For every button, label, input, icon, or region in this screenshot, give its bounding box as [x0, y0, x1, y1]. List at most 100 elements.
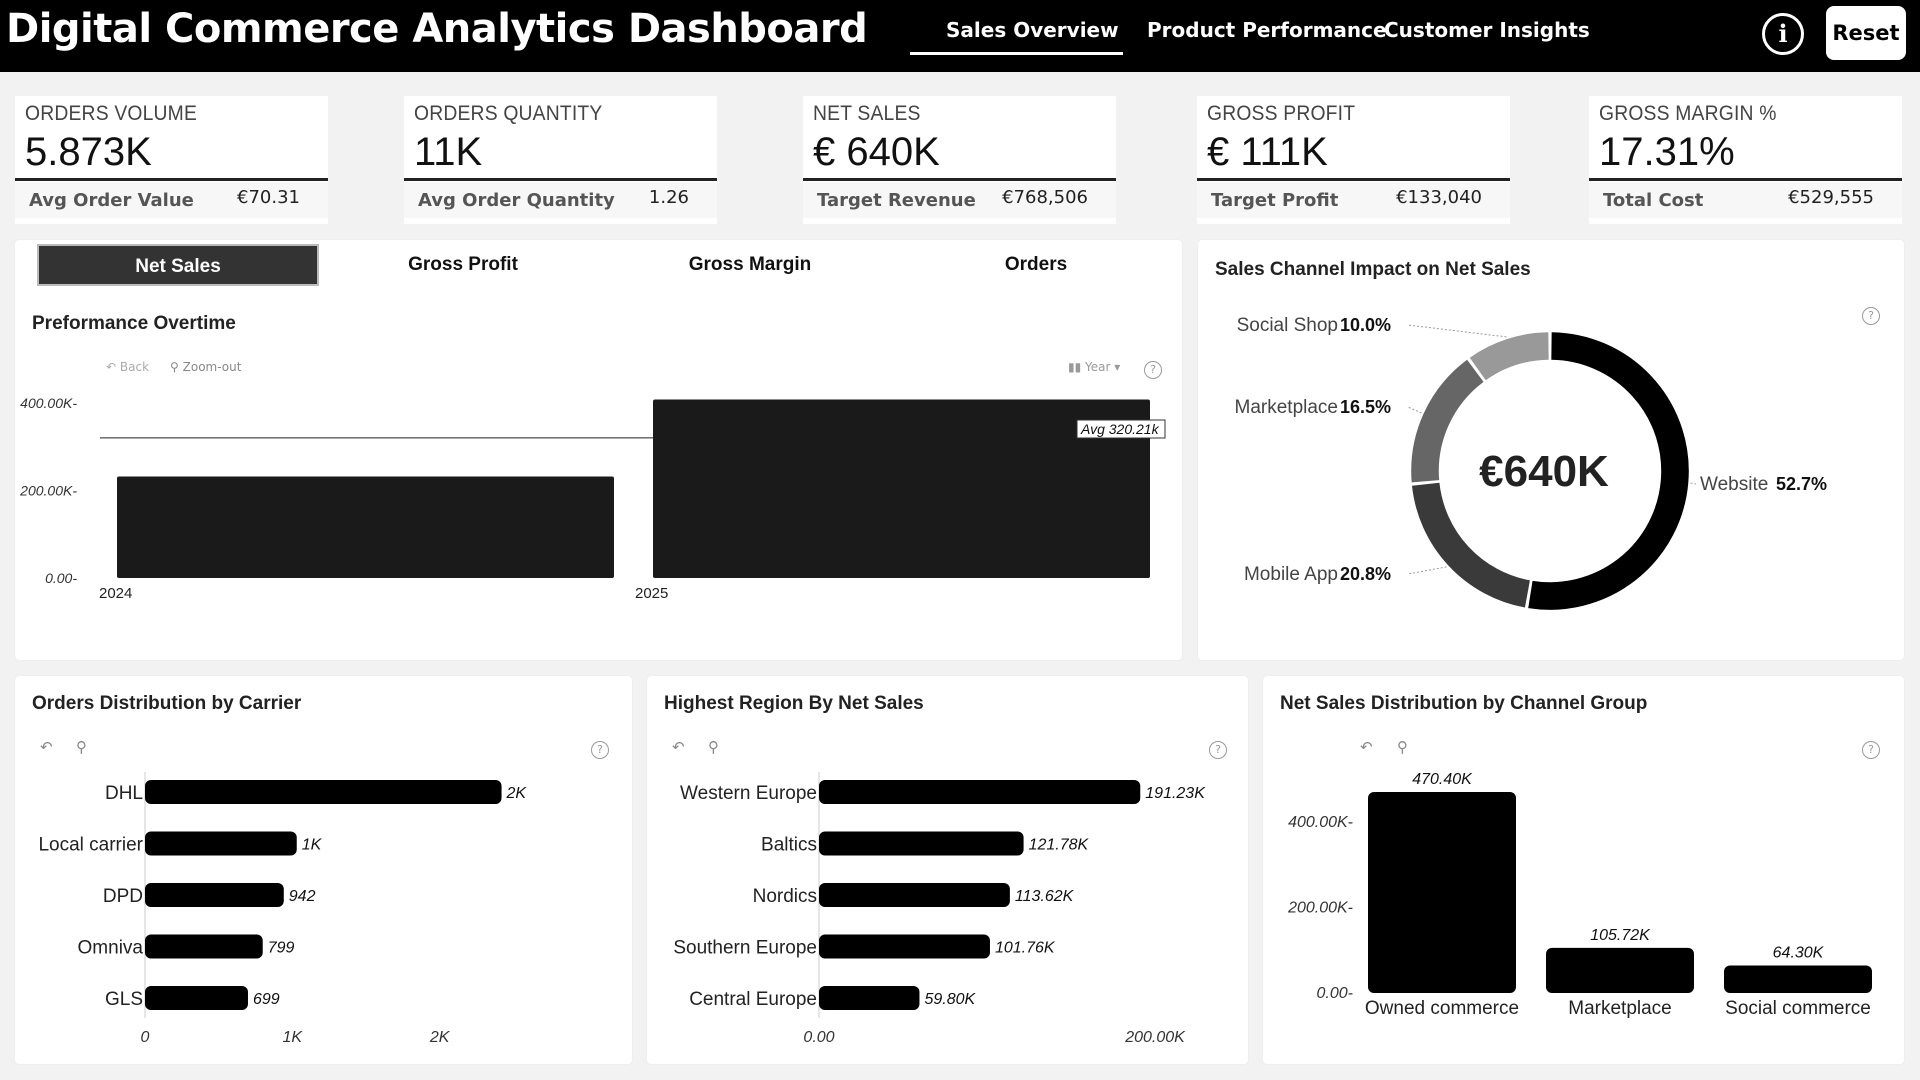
region-chart: Western Europe 191.23K Baltics 121.78K Nordi… — [673, 772, 1206, 1046]
help-icon[interactable]: ? — [591, 741, 609, 759]
leader-line — [1690, 482, 1697, 485]
channel-impact-donut: Website 52.7% Mobile App 20.8% Marketplace 16… — [1235, 315, 1827, 610]
region-chart-title: Highest Region By Net Sales — [664, 693, 924, 714]
kpi-sub-value: €768,506 — [1002, 187, 1088, 208]
category-label: Southern Europe — [673, 938, 817, 959]
kpi-sub-label: Target Revenue — [817, 190, 976, 211]
slice-percent: 10.0% — [1340, 315, 1391, 335]
data-label: 799 — [268, 940, 295, 957]
nav-tab-customer-insights[interactable]: Customer Insights — [1384, 18, 1590, 42]
y-tick-label: 400.00K- — [1288, 814, 1353, 831]
reset-button[interactable]: Reset — [1826, 6, 1906, 60]
bar — [819, 780, 1141, 804]
kpi-title: GROSS PROFIT — [1207, 102, 1356, 125]
data-label: 105.72K — [1590, 927, 1651, 944]
tab-orders[interactable]: Orders — [1004, 254, 1068, 275]
zoom-out-icon: ⚲ — [170, 360, 179, 374]
category-label: DPD — [103, 886, 143, 907]
slice-label: Mobile App — [1244, 564, 1338, 585]
donut-slice — [1469, 332, 1550, 381]
category-label: GLS — [105, 989, 143, 1010]
data-label: 113.62K — [1015, 888, 1075, 905]
slice-percent: 20.8% — [1340, 564, 1391, 584]
bar — [145, 986, 248, 1010]
kpi-card-net-sales: NET SALES € 640K Target Revenue €768,506 — [803, 96, 1116, 224]
data-label: 191.23K — [1145, 785, 1206, 802]
x-tick-label: 0.00 — [803, 1029, 834, 1046]
category-label: Omniva — [78, 938, 144, 959]
kpi-subrow: Target Revenue €768,506 — [803, 182, 1116, 218]
leader-line — [1407, 566, 1447, 575]
top-bar: Digital Commerce Analytics Dashboard Sal… — [0, 0, 1920, 72]
zoom-out-label: Zoom-out — [182, 360, 242, 374]
performance-chart-title: Preformance Overtime — [32, 313, 236, 334]
tab-gross-margin[interactable]: Gross Margin — [688, 254, 812, 275]
granularity-dropdown[interactable]: ▮▮ Year ▾ — [1068, 360, 1120, 374]
zoom-out-icon[interactable]: ⚲ — [76, 738, 87, 756]
y-tick-label: 0.00- — [1317, 985, 1353, 1002]
chevron-down-icon: ▾ — [1114, 360, 1121, 374]
bar — [819, 883, 1010, 907]
leader-line — [1407, 406, 1422, 414]
bar — [117, 476, 614, 578]
back-icon[interactable]: ↶ — [1360, 738, 1373, 756]
data-label: 64.30K — [1773, 945, 1825, 962]
kpi-card-orders-volume: ORDERS VOLUME 5.873K Avg Order Value €70… — [15, 96, 328, 224]
app-title: Digital Commerce Analytics Dashboard — [6, 6, 868, 52]
kpi-sub-value: €133,040 — [1396, 187, 1482, 208]
bar — [1368, 792, 1516, 993]
category-label: Baltics — [761, 835, 817, 856]
data-label: 59.80K — [924, 991, 976, 1008]
y-tick-label: 200.00K- — [1287, 900, 1353, 917]
channel-impact-title: Sales Channel Impact on Net Sales — [1215, 259, 1531, 280]
help-icon[interactable]: ? — [1862, 741, 1880, 759]
kpi-value: € 111K — [1207, 130, 1328, 174]
y-tick-label: 0.00- — [45, 570, 77, 586]
tab-gross-profit[interactable]: Gross Profit — [408, 254, 518, 275]
back-button[interactable]: ↶ Back — [106, 360, 149, 374]
bar — [819, 934, 990, 959]
help-icon[interactable]: ? — [1862, 307, 1880, 325]
kpi-divider — [1197, 178, 1510, 181]
kpi-subrow: Total Cost €529,555 — [1589, 182, 1902, 218]
back-icon: ↶ — [106, 360, 117, 374]
back-icon[interactable]: ↶ — [672, 738, 685, 756]
info-icon[interactable]: i — [1762, 13, 1804, 55]
data-label: 470.40K — [1412, 771, 1473, 788]
zoom-out-icon[interactable]: ⚲ — [1397, 738, 1408, 756]
zoom-out-button[interactable]: ⚲ Zoom-out — [170, 360, 241, 374]
category-label: Local carrier — [38, 835, 143, 856]
data-label: 1K — [302, 837, 323, 854]
kpi-sub-value: €529,555 — [1788, 187, 1874, 208]
x-tick-label: 2K — [429, 1029, 451, 1046]
help-icon[interactable]: ? — [1209, 741, 1227, 759]
kpi-sub-value: 1.26 — [648, 187, 689, 208]
tab-net-sales[interactable]: Net Sales — [37, 244, 319, 286]
y-tick-label: 400.00K- — [20, 395, 77, 411]
kpi-divider — [404, 178, 717, 181]
y-tick-label: 200.00K- — [19, 483, 77, 499]
nav-tab-product-performance[interactable]: Product Performance — [1147, 18, 1387, 42]
help-icon[interactable]: ? — [1144, 361, 1162, 379]
kpi-title: GROSS MARGIN % — [1599, 102, 1777, 125]
data-label: 942 — [289, 888, 316, 905]
back-icon[interactable]: ↶ — [40, 738, 53, 756]
kpi-sub-label: Avg Order Quantity — [418, 190, 615, 211]
zoom-out-icon[interactable]: ⚲ — [708, 738, 719, 756]
kpi-divider — [1589, 178, 1902, 181]
donut-slice — [1528, 332, 1689, 610]
bar — [145, 780, 502, 804]
carrier-chart: DHL 2K Local carrier 1K DPD 942 Omniva 799 GLS 69… — [38, 772, 527, 1046]
bar — [819, 831, 1024, 856]
bar — [819, 986, 920, 1010]
bar — [145, 831, 297, 856]
nav-tab-sales-overview[interactable]: Sales Overview — [946, 18, 1119, 42]
category-label: Social commerce — [1725, 998, 1871, 1019]
carrier-panel — [15, 676, 632, 1064]
bar — [1546, 947, 1694, 993]
kpi-sub-label: Target Profit — [1211, 190, 1339, 211]
leader-line — [1407, 324, 1507, 338]
bar — [145, 934, 263, 959]
x-tick-label: 0 — [141, 1029, 150, 1046]
channel-group-chart: 0.00- 200.00K- 400.00K- 470.40K Owned commer… — [1287, 771, 1872, 1019]
